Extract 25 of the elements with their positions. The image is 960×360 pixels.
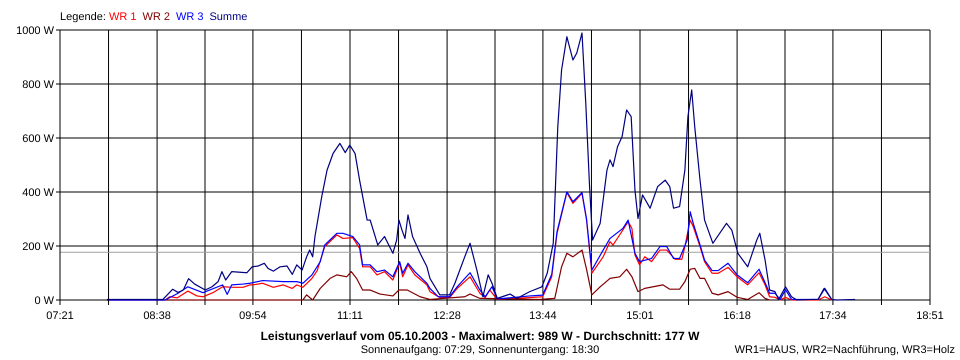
text: Sonnenaufgang: 07:29, Sonnenuntergang: 18:30	[360, 344, 600, 356]
x-tick-label: 11:11	[337, 310, 363, 322]
text: WR1=HAUS, WR2=Nachführung, WR3=Holz	[734, 344, 955, 356]
y-tick-label: 1000 W	[16, 24, 55, 37]
y-tick-label: 600 W	[22, 132, 55, 145]
x-tick-label: 08:38	[143, 310, 171, 322]
text: WR 2	[142, 11, 170, 23]
y-tick-label: 0 W	[34, 294, 55, 307]
text: WR 3	[176, 11, 204, 23]
text: Leistungsverlauf vom 05.10.2003 - Maximalwert: 989 W - Durchschnitt: 177 W	[260, 329, 700, 343]
x-tick-label: 12:28	[433, 310, 461, 322]
x-tick-label: 15:01	[626, 310, 654, 322]
x-tick-label: 13:44	[529, 310, 557, 322]
legend-title: Legende:	[60, 11, 109, 23]
y-tick-label: 400 W	[22, 186, 55, 199]
x-tick-label: 16:18	[723, 310, 751, 322]
x-tick-label: 09:54	[239, 310, 267, 322]
x-tick-label: 07:21	[46, 310, 74, 322]
x-tick-label: 18:51	[916, 310, 944, 322]
line-series	[106, 32, 856, 301]
text: WR 1	[108, 11, 136, 23]
y-tick-label: 800 W	[22, 78, 55, 91]
text: Summe	[209, 11, 248, 23]
y-tick-label: 200 W	[22, 240, 55, 253]
x-tick-label: 17:34	[819, 310, 847, 322]
